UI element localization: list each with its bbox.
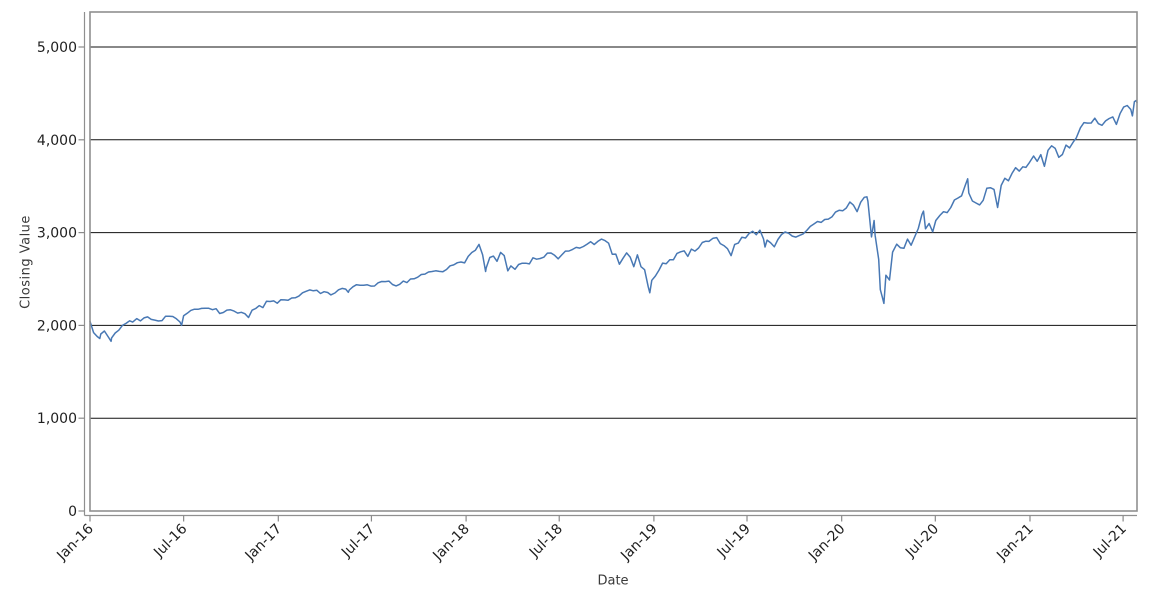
x-tick-label: Jan-19 — [617, 521, 660, 564]
y-tick-label: 0 — [68, 504, 77, 520]
x-tick-label: Jul-19 — [714, 521, 754, 561]
x-tick-label: Jan-17 — [242, 521, 285, 564]
x-tick-label: Jan-18 — [429, 521, 472, 564]
x-tick-label: Jul-21 — [1090, 521, 1130, 561]
x-tick-label: Jan-16 — [53, 521, 97, 565]
y-tick-label: 1,000 — [37, 411, 77, 427]
x-tick-label: Jan-21 — [993, 521, 1036, 564]
y-tick-label: 3,000 — [37, 226, 77, 242]
x-tick-label: Jul-16 — [150, 521, 190, 561]
y-tick-label: 5,000 — [37, 40, 77, 56]
y-axis-title: Closing Value — [18, 215, 34, 309]
x-axis-title: Date — [597, 573, 629, 589]
closing-value-line — [89, 99, 1138, 343]
x-tick-label: Jul-17 — [338, 521, 378, 561]
plot-border — [89, 11, 1138, 512]
x-tick-label: Jul-18 — [526, 521, 566, 561]
y-tick-label: 4,000 — [37, 133, 77, 149]
x-tick-label: Jan-20 — [805, 521, 848, 564]
x-tick-label: Jul-20 — [902, 521, 942, 561]
y-tick-label: 2,000 — [37, 318, 77, 334]
